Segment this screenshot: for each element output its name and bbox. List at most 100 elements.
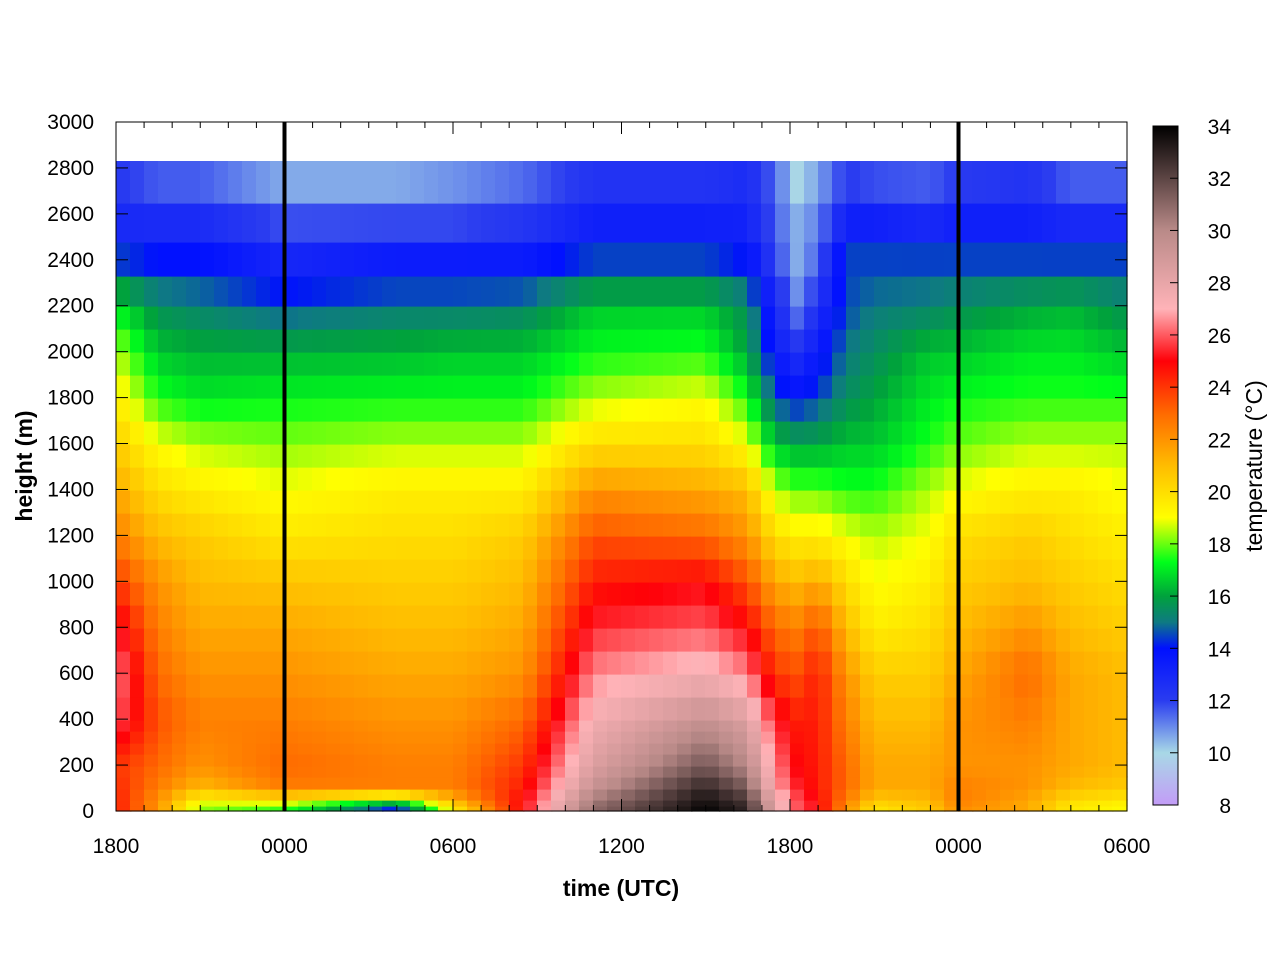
heatmap-cell [186,730,202,744]
heatmap-cell [116,742,132,755]
heatmap-cell [214,604,230,629]
heatmap-cell [144,673,160,698]
heatmap-cell [410,650,426,675]
heatmap-cell [621,742,637,755]
heatmap-cell [368,202,384,243]
heatmap-cell [495,719,511,732]
heatmap-cell [691,420,707,445]
heatmap-cell [396,805,412,812]
heatmap-cell [930,351,946,376]
heatmap-cell [986,696,1002,721]
heatmap-cell [1014,799,1030,807]
heatmap-cell [214,443,230,468]
heatmap-cell [972,742,988,755]
heatmap-cell [537,604,553,629]
heatmap-cell [312,805,328,812]
heatmap-cell [579,443,595,468]
heatmap-cell [509,328,525,353]
heatmap-cell [719,742,735,755]
heatmap-cell [354,742,370,755]
heatmap-cell [930,241,946,277]
heatmap-cell [354,241,370,277]
heatmap-cell [256,535,272,560]
heatmap-cell [242,241,258,277]
heatmap-cell [888,241,904,277]
heatmap-cell [410,512,426,537]
heatmap-cell [747,765,763,778]
heatmap-cell [172,627,188,652]
heatmap-cell [354,765,370,778]
heatmap-cell [354,305,370,330]
heatmap-cell [804,753,820,767]
heatmap-cell [775,558,791,583]
heatmap-cell [930,466,946,491]
heatmap-cell [551,420,567,445]
heatmap-cell [396,351,412,376]
heatmap-cell [677,305,693,330]
heatmap-cell [747,627,763,652]
heatmap-cell [579,397,595,422]
heatmap-cell [846,328,862,353]
heatmap-cell [340,742,356,755]
heatmap-cell [467,799,483,807]
heatmap-cell [677,799,693,807]
heatmap-cell [228,650,244,675]
heatmap-cell [130,202,146,243]
heatmap-cell [509,305,525,330]
heatmap-cell [144,466,160,491]
heatmap-cell [593,374,609,399]
heatmap-cell [888,765,904,778]
heatmap-cell [284,776,300,790]
heatmap-cell [495,730,511,744]
heatmap-cell [144,489,160,514]
heatmap-cell [1014,202,1030,243]
heatmap-cell [1014,765,1030,778]
heatmap-cell [986,305,1002,330]
heatmap-cell [747,241,763,277]
heatmap-cell [453,161,469,204]
heatmap-cell [1000,604,1016,629]
heatmap-cell [523,305,539,330]
heatmap-cell [663,397,679,422]
heatmap-cell [1084,805,1100,812]
heatmap-cell [284,805,300,812]
heatmap-cell [214,202,230,243]
heatmap-cell [270,489,286,514]
heatmap-cell [186,581,202,606]
heatmap-cell [902,805,918,812]
heatmap-cell [200,719,216,732]
heatmap-cell [509,512,525,537]
heatmap-cell [158,799,174,807]
heatmap-cell [200,466,216,491]
heatmap-cell [565,161,581,204]
heatmap-cell [495,696,511,721]
heatmap-cell [832,799,848,807]
heatmap-cell [523,696,539,721]
heatmap-cell [1098,604,1114,629]
heatmap-cell [368,397,384,422]
heatmap-cell [298,161,314,204]
heatmap-cell [719,443,735,468]
heatmap-cell [874,799,890,807]
heatmap-cell [144,241,160,277]
colorbar-tick-label: 34 [1208,116,1232,139]
heatmap-cell [1056,305,1072,330]
heatmap-cell [986,765,1002,778]
heatmap-cell [116,275,132,307]
heatmap-cell [1056,443,1072,468]
heatmap-cell [228,604,244,629]
heatmap-cell [565,489,581,514]
heatmap-cell [804,443,820,468]
heatmap-cell [663,753,679,767]
heatmap-cell [775,765,791,778]
heatmap-cell [551,604,567,629]
heatmap-cell [495,420,511,445]
heatmap-cell [944,788,960,801]
heatmap-cell [930,805,946,812]
heatmap-cell [1028,788,1044,801]
heatmap-cell [130,241,146,277]
heatmap-cell [958,581,974,606]
heatmap-cell [944,650,960,675]
heatmap-cell [453,805,469,812]
heatmap-cell [790,161,806,204]
